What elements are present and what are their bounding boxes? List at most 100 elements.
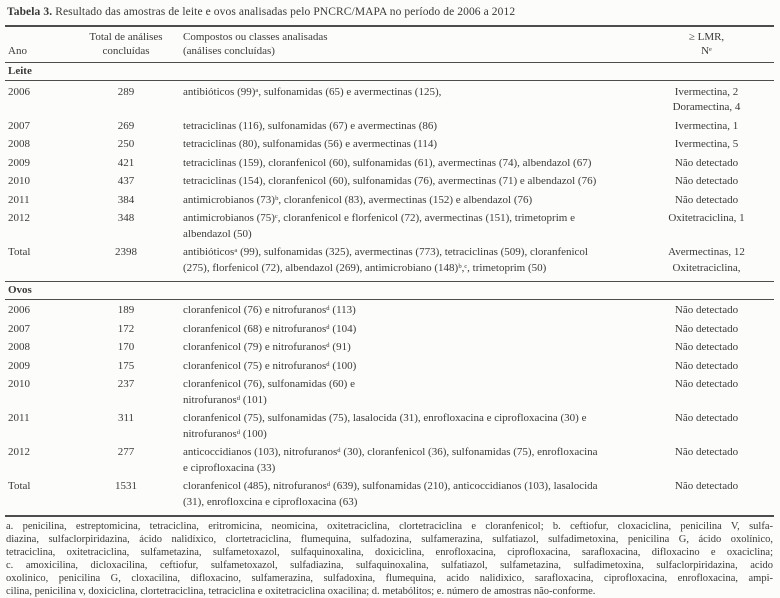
cell-ano: 2007 — [8, 322, 30, 335]
cell-total: 237 — [117, 378, 135, 390]
cell-ano: 2006 — [8, 304, 30, 316]
column-header-total-line2: concluídas — [102, 45, 150, 57]
table-row: 2007 269 tetraciclinas (116), sulfonamid… — [5, 117, 774, 136]
rule-top — [5, 25, 774, 27]
cell-total: 189 — [117, 304, 135, 316]
cell-ano: 2009 — [8, 156, 30, 169]
cell-compostos: cloranfenicol (79) e nitrofuranosᵈ (91) — [183, 341, 351, 353]
table-row-total: Total 2398 antibióticosᵃ (99), sulfonami… — [5, 244, 774, 278]
table-row: 2006 189 cloranfenicol (76) e nitrofuran… — [5, 302, 774, 321]
cell-ano: 2006 — [8, 85, 30, 98]
cell-total: 384 — [117, 193, 135, 206]
cell-ano: 2008 — [8, 341, 30, 353]
cell-compostos: tetraciclinas (80), sulfonamidas (56) e … — [183, 138, 438, 150]
section-label-ovos: Ovos — [8, 283, 32, 296]
cell-compostos: cloranfenicol (76), sulfonamidas (60) e … — [183, 378, 355, 406]
section-body-leite: 2006 289 antibióticos (99)ᵃ, sulfonamida… — [5, 81, 774, 281]
cell-lmr: Ivermectina, 1 — [674, 119, 739, 132]
footnote-line: diazina, sulfaclorpiridazina, ácido nali… — [6, 533, 773, 545]
cell-lmr: Não detectado — [674, 359, 739, 372]
table-row: 2010 437 tetraciclinas (154), cloranfeni… — [5, 173, 774, 192]
cell-total: 269 — [117, 119, 135, 132]
cell-lmr: Não detectado — [674, 446, 739, 458]
cell-total: 250 — [117, 138, 135, 150]
cell-ano: 2010 — [8, 175, 30, 187]
cell-total: 421 — [117, 156, 135, 169]
cell-ano: 2008 — [8, 138, 30, 150]
cell-ano: 2011 — [8, 412, 30, 424]
column-header-lmr-line1: ≥ LMR, — [688, 31, 725, 43]
table-row-total: Total 1531 cloranfenicol (485), nitrofur… — [5, 478, 774, 512]
cell-total: 175 — [117, 359, 135, 372]
table-row: 2006 289 antibióticos (99)ᵃ, sulfonamida… — [5, 83, 774, 117]
cell-lmr: Ivermectina, 5 — [674, 138, 739, 150]
column-header-lmr-line2: Nᵉ — [701, 45, 712, 57]
cell-compostos: cloranfenicol (485), nitrofuranosᵈ (639)… — [183, 480, 598, 508]
cell-compostos: antimicrobianos (75)ᶜ, cloranfenicol e f… — [183, 212, 575, 240]
footnote-line: c. amoxicilina, dicloxacilina, ceftiofur… — [6, 559, 773, 571]
cell-compostos: antimicrobianos (73)ᵇ, cloranfenicol (83… — [183, 193, 533, 206]
table-row: 2010 237 cloranfenicol (76), sulfonamida… — [5, 376, 774, 410]
cell-compostos: cloranfenicol (68) e nitrofuranosᵈ (104) — [183, 322, 357, 335]
cell-ano: 2007 — [8, 119, 30, 132]
cell-lmr: Não detectado — [674, 341, 739, 353]
table-row: 2009 175 cloranfenicol (75) e nitrofuran… — [5, 357, 774, 376]
table-caption-label: Tabela 3. — [7, 6, 53, 18]
section-label-leite: Leite — [8, 65, 32, 77]
cell-total: 170 — [117, 341, 135, 353]
cell-total: 1531 — [115, 480, 137, 492]
cell-total: 2398 — [115, 246, 137, 258]
column-header-compostos: Compostos ou classes analisadas (análise… — [183, 30, 635, 58]
rule-below-leite-label — [5, 80, 774, 81]
column-header-compostos-line2: (análises concluídas) — [183, 45, 275, 57]
cell-total: 289 — [117, 85, 135, 98]
cell-total: 311 — [117, 412, 135, 424]
table-row: 2011 311 cloranfenicol (75), sulfonamida… — [5, 410, 774, 444]
cell-lmr: Não detectado — [674, 193, 739, 206]
footnote-line: cilina, penicilina v, doxiciclina, clort… — [6, 585, 596, 597]
cell-lmr: Não detectado — [674, 156, 739, 169]
rule-below-header — [5, 62, 774, 63]
table-row: 2008 250 tetraciclinas (80), sulfonamida… — [5, 136, 774, 155]
cell-compostos: tetraciclinas (159), cloranfenicol (60),… — [183, 156, 592, 169]
cell-ano: 2009 — [8, 359, 30, 372]
cell-ano: 2010 — [8, 378, 30, 390]
cell-compostos: tetraciclinas (154), cloranfenicol (60),… — [183, 175, 597, 187]
table-caption: Tabela 3. Resultado das amostras de leit… — [7, 6, 774, 18]
table-caption-text: Resultado das amostras de leite e ovos a… — [55, 6, 516, 18]
cell-total: 348 — [117, 212, 135, 224]
column-header-compostos-line1: Compostos ou classes analisadas — [183, 31, 328, 43]
cell-compostos: cloranfenicol (75), sulfonamidas (75), l… — [183, 412, 587, 440]
footnote-line: oxolinico, penicilina G, cloxacilina, di… — [6, 572, 773, 584]
cell-lmr: Ivermectina, 2 Doramectina, 4 — [672, 85, 741, 114]
cell-lmr: Não detectado — [674, 378, 739, 390]
table-footnotes: a. penicilina, estreptomicina, tetracicl… — [5, 520, 774, 598]
table-row: 2011 384 antimicrobianos (73)ᵇ, cloranfe… — [5, 191, 774, 210]
cell-lmr: Não detectado — [674, 304, 739, 316]
cell-total: 277 — [117, 446, 135, 458]
column-header-total: Total de análises concluídas — [73, 30, 179, 58]
cell-lmr: Oxitetraciclina, 1 — [668, 212, 745, 224]
table-row: 2012 348 antimicrobianos (75)ᶜ, cloranfe… — [5, 210, 774, 244]
cell-lmr: Não detectado — [674, 412, 739, 424]
cell-total: 437 — [117, 175, 135, 187]
table-row: 2008 170 cloranfenicol (79) e nitrofuran… — [5, 339, 774, 358]
cell-ano: 2012 — [8, 212, 30, 224]
footnote-line: tetraciclina, oxitetraciclina, sulfameta… — [6, 546, 773, 558]
table-row: 2009 421 tetraciclinas (159), cloranfeni… — [5, 154, 774, 173]
rule-bottom — [5, 514, 774, 517]
section-body-ovos: 2006 189 cloranfenicol (76) e nitrofuran… — [5, 300, 774, 515]
column-header-lmr: ≥ LMR, Nᵉ — [639, 30, 774, 58]
table-header-row: Ano Total de análises concluídas Compost… — [5, 27, 774, 62]
cell-compostos: cloranfenicol (76) e nitrofuranosᵈ (113) — [183, 304, 356, 316]
cell-lmr: Não detectado — [674, 322, 739, 335]
footnote-line: a. penicilina, estreptomicina, tetracicl… — [6, 520, 773, 532]
cell-compostos: tetraciclinas (116), sulfonamidas (67) e… — [183, 119, 438, 132]
cell-compostos: anticoccidianos (103), nitrofuranosᵈ (30… — [183, 446, 598, 474]
cell-lmr: Não detectado — [674, 175, 739, 187]
cell-compostos: antibióticosᵃ (99), sulfonamidas (325), … — [183, 246, 588, 274]
cell-compostos: cloranfenicol (75) e nitrofuranosᵈ (100) — [183, 359, 357, 372]
column-header-total-line1: Total de análises — [89, 31, 163, 43]
table-row: 2012 277 anticoccidianos (103), nitrofur… — [5, 444, 774, 478]
